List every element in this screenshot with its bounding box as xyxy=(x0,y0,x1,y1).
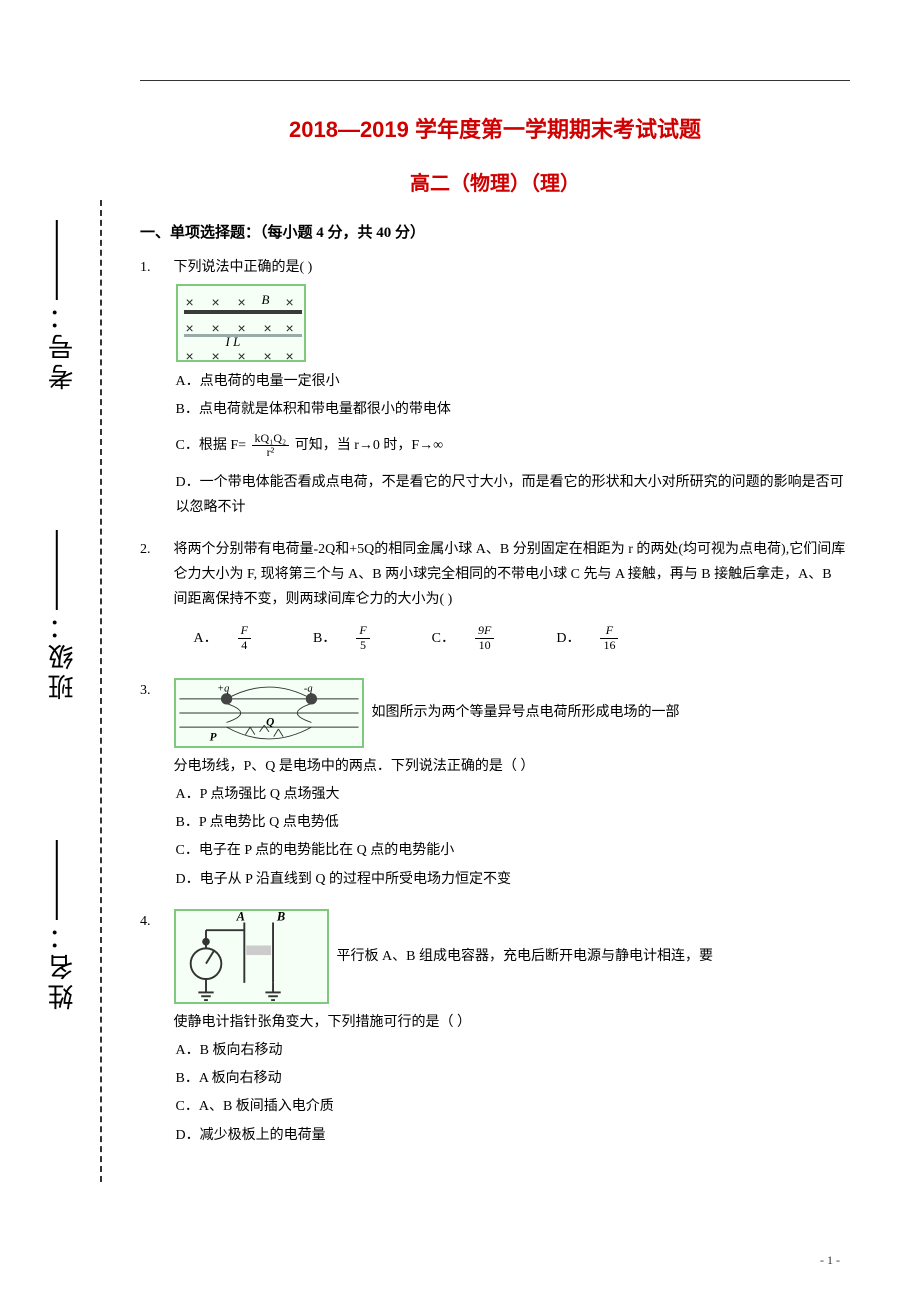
option-a: A．B 板向右移动 xyxy=(174,1038,848,1063)
margin-label-class: 班级： xyxy=(40,530,87,700)
option-label: B． xyxy=(313,626,336,651)
top-rule xyxy=(140,80,850,81)
svg-text:A: A xyxy=(235,911,244,924)
option-a: A． F4 xyxy=(194,624,253,651)
margin-label-text: 班级： xyxy=(48,610,77,700)
option-d: D．一个带电体能否看成点电荷，不是看它的尺寸大小，而是看它的形状和大小对所研究的… xyxy=(174,470,848,520)
figure-q3: +q -q P Q xyxy=(174,678,364,748)
page-number: - 1 - xyxy=(820,1250,840,1272)
svg-text:Q: Q xyxy=(266,716,274,728)
page-title: 2018—2019 学年度第一学期期末考试试题 xyxy=(140,110,850,150)
question-4: 4. xyxy=(140,909,850,1151)
svg-text:P: P xyxy=(209,731,216,743)
question-2: 2. 将两个分别带有电荷量-2Q和+5Q的相同金属小球 A、B 分别固定在相距为… xyxy=(140,537,850,664)
frac-den: 16 xyxy=(600,639,618,652)
option-c: C． 9F10 xyxy=(432,624,497,651)
question-number: 3. xyxy=(140,678,170,703)
figure-label-b: B xyxy=(262,288,270,311)
option-c: C．A、B 板间插入电介质 xyxy=(174,1094,848,1119)
figure-q4: A B xyxy=(174,909,329,1004)
option-d: D． F16 xyxy=(556,624,620,651)
option-label: A． xyxy=(194,626,218,651)
frac-num: kQ₁Q₂ xyxy=(252,432,290,446)
svg-text:+q: +q xyxy=(217,683,229,694)
option-a: A．点电荷的电量一定很小 xyxy=(174,369,848,394)
frac-num: F xyxy=(238,624,251,638)
margin-label-text: 考号： xyxy=(48,300,77,390)
option-b: B． F5 xyxy=(313,624,372,651)
frac-num: F xyxy=(600,624,618,638)
question-stem-cont: 分电场线，P、Q 是电场中的两点．下列说法正确的是（ ） xyxy=(174,754,848,779)
frac-den: 5 xyxy=(356,639,369,652)
question-number: 1. xyxy=(140,255,170,280)
option-c: C．电子在 P 点的电势能比在 Q 点的电势能小 xyxy=(174,838,848,863)
page-subtitle: 高二（物理）（理） xyxy=(140,166,850,202)
frac-num: 9F xyxy=(475,624,494,638)
margin-label-examno: 考号： xyxy=(40,220,87,390)
frac-den: 10 xyxy=(475,639,494,652)
option-d: D．电子从 P 沿直线到 Q 的过程中所受电场力恒定不变 xyxy=(174,867,848,892)
options-row: A． F4 B． F5 C． 9F10 D． F16 xyxy=(194,624,848,651)
option-b: B．点电荷就是体积和带电量都很小的带电体 xyxy=(174,397,848,422)
frac-den: r² xyxy=(252,446,290,459)
cut-line xyxy=(100,200,102,1182)
question-number: 4. xyxy=(140,909,170,934)
option-c-prefix: C．根据 F= xyxy=(176,438,247,453)
question-3: 3. +q -q P xyxy=(140,678,850,895)
svg-text:-q: -q xyxy=(303,683,312,694)
option-label: C． xyxy=(432,626,455,651)
fraction: kQ₁Q₂ r² xyxy=(252,432,290,459)
option-a: A．P 点场强比 Q 点场强大 xyxy=(174,782,848,807)
question-stem-inline: 平行板 A、B 组成电容器，充电后断开电源与静电计相连，要 xyxy=(337,944,713,969)
frac-den: 4 xyxy=(238,639,251,652)
option-c: C．根据 F= kQ₁Q₂ r² 可知，当 r→0 时，F→∞ xyxy=(174,432,848,459)
question-1: 1. 下列说法中正确的是( ) ×××× B ××××× I L ××××× A… xyxy=(140,255,850,523)
option-d: D．减少极板上的电荷量 xyxy=(174,1123,848,1148)
question-stem: 下列说法中正确的是( ) xyxy=(174,255,848,280)
option-c-suffix: 可知，当 r→0 时，F→∞ xyxy=(295,438,443,453)
question-stem-cont: 使静电计指针张角变大，下列措施可行的是（ ） xyxy=(174,1010,848,1035)
option-label: D． xyxy=(556,626,580,651)
option-b: B．A 板向右移动 xyxy=(174,1066,848,1091)
figure-q1: ×××× B ××××× I L ××××× xyxy=(176,284,306,362)
svg-text:B: B xyxy=(275,911,284,924)
question-number: 2. xyxy=(140,537,170,562)
margin-label-text: 姓名： xyxy=(48,920,77,1010)
frac-num: F xyxy=(356,624,369,638)
margin-column: 考号： 班级： 姓名： xyxy=(30,200,100,1182)
question-stem-inline: 如图所示为两个等量异号点电荷所形成电场的一部 xyxy=(372,700,680,725)
option-b: B．P 点电势比 Q 点电势低 xyxy=(174,810,848,835)
section-heading: 一、单项选择题：（每小题 4 分，共 40 分） xyxy=(140,220,850,247)
question-stem: 将两个分别带有电荷量-2Q和+5Q的相同金属小球 A、B 分别固定在相距为 r … xyxy=(174,537,848,613)
margin-label-name: 姓名： xyxy=(40,840,87,1010)
